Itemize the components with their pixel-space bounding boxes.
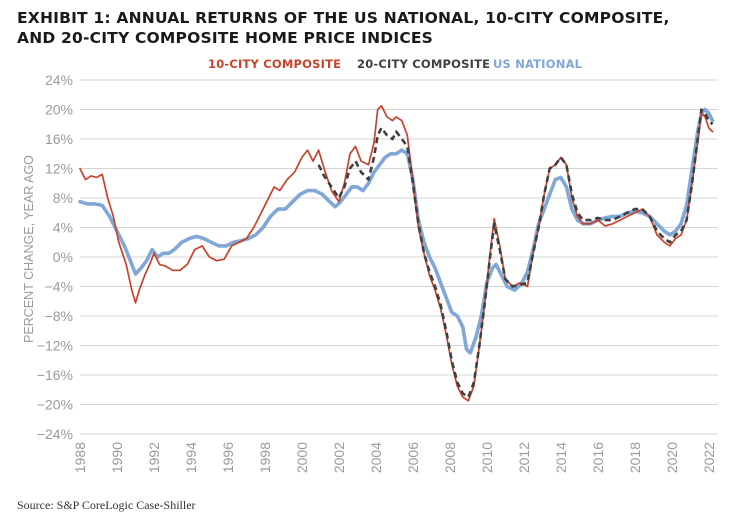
x-tick-label: 2012 [516,442,532,473]
x-tick-label: 1998 [257,442,273,473]
x-tick-label: 1992 [146,442,162,473]
y-axis-ticks: 24% 20% 16% 12% 8% 4% 0% −4% −8% −12% −16% −20% −24% [37,72,73,442]
x-tick-label: 2020 [664,442,680,473]
chart-title-line-1: EXHIBIT 1: ANNUAL RETURNS OF THE US NATI… [17,9,670,27]
y-tick-label: 24% [45,72,73,88]
y-tick-label: 0% [53,249,73,265]
legend-entry-10-city: 10-CITY COMPOSITE [208,57,342,71]
x-tick-label: 2010 [479,442,495,473]
x-tick-label: 2008 [442,442,458,473]
legend-entry-20-city: 20-CITY COMPOSITE [357,57,491,71]
chart-plot: 24% 20% 16% 12% 8% 4% 0% −4% −8% −12% −16% −20% −24%… [22,72,718,473]
source-note: Source: S&P CoreLogic Case-Shiller [17,498,196,512]
y-tick-label: 12% [45,161,73,177]
x-axis-ticks: 1988 1990 1992 1994 1996 1998 2000 2002 2004 2006… [72,442,717,473]
x-tick-label: 2006 [405,442,421,473]
y-tick-label: −4% [45,279,73,295]
series-line-10-city [79,104,714,402]
x-tick-label: 1994 [183,442,199,473]
legend-entry-us-national: US NATIONAL [493,57,583,71]
y-axis-label: PERCENT CHANGE, YEAR AGO [22,155,36,343]
x-tick-label: 2022 [701,442,717,473]
chart-title: EXHIBIT 1: ANNUAL RETURNS OF THE US NATI… [17,8,717,48]
chart-legend: 10-CITY COMPOSITE 20-CITY COMPOSITE US N… [0,57,729,73]
x-tick-label: 2002 [331,442,347,473]
chart-series [78,104,715,402]
x-tick-label: 2018 [627,442,643,473]
x-tick-label: 1996 [220,442,236,473]
x-tick-label: 2000 [294,442,310,473]
series-line-20-city [317,108,714,399]
chart-title-line-2: AND 20-CITY COMPOSITE HOME PRICE INDICES [17,29,434,47]
x-tick-label: 2016 [590,442,606,473]
y-tick-label: −8% [45,308,73,324]
y-tick-label: −12% [37,338,73,354]
x-tick-label: 2014 [553,442,569,473]
y-tick-label: −24% [37,426,73,442]
x-tick-label: 2004 [368,442,384,473]
y-tick-label: 16% [45,131,73,147]
x-tick-label: 1988 [72,442,88,473]
y-tick-label: 20% [45,102,73,118]
y-tick-label: −16% [37,367,73,383]
y-tick-label: 8% [53,190,73,206]
x-tick-label: 1990 [109,442,125,473]
y-tick-label: 4% [53,220,73,236]
chart-gridlines [80,79,718,435]
y-tick-label: −20% [37,397,73,413]
